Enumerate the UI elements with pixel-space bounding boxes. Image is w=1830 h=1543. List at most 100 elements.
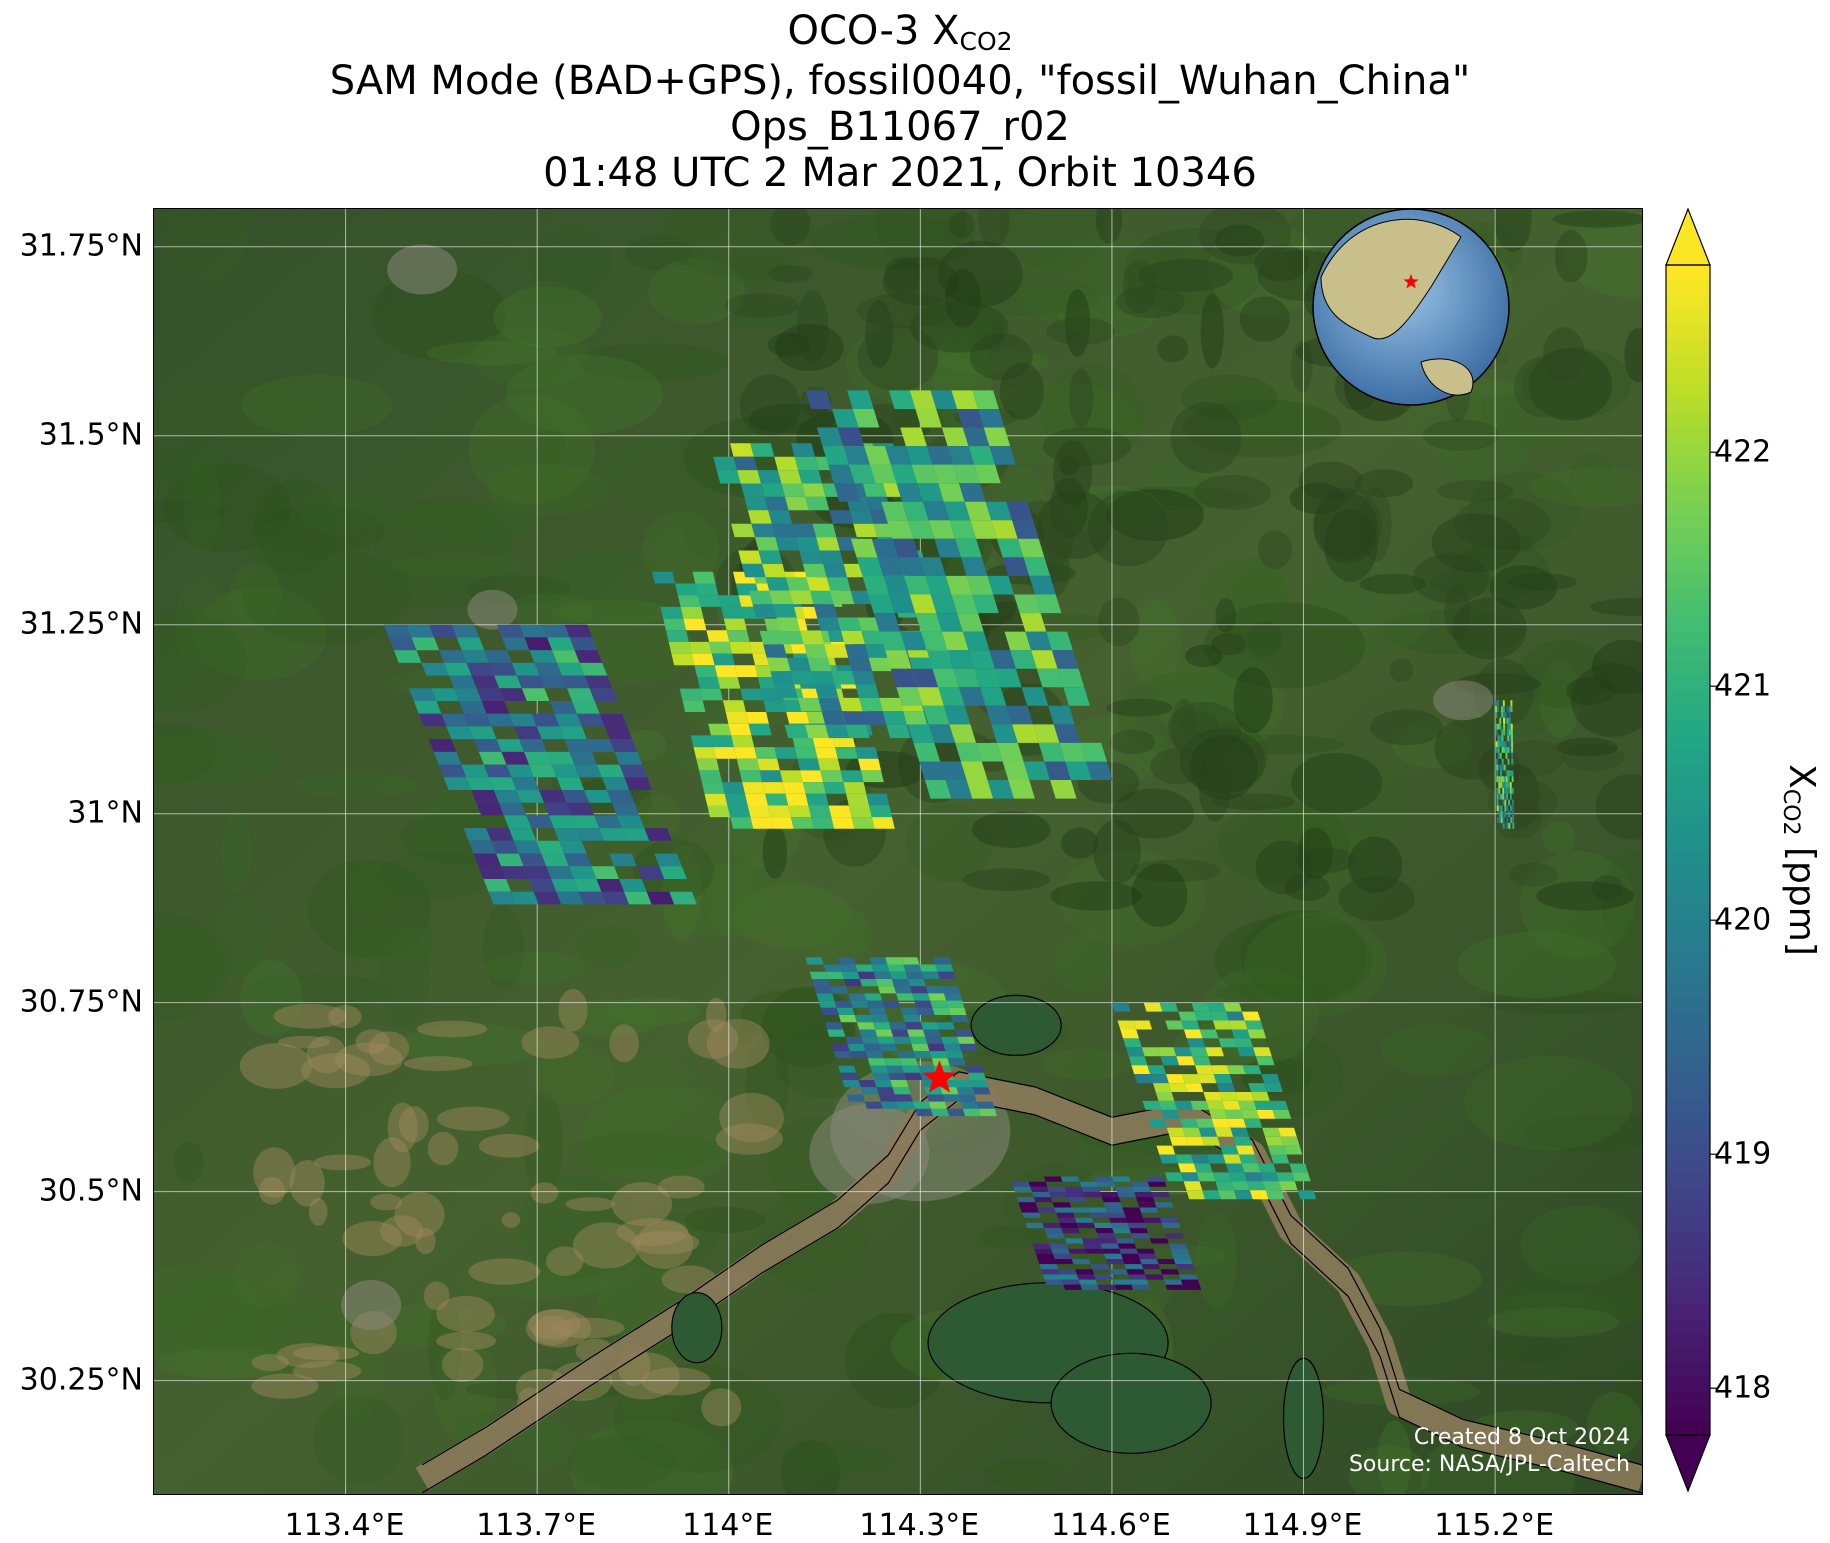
colorbar-segment (1666, 1084, 1710, 1100)
xco2-sounding (856, 557, 884, 576)
xco2-sounding (831, 1043, 850, 1052)
xco2-sounding (668, 641, 692, 654)
xco2-sounding (516, 790, 544, 803)
xco2-sounding (558, 840, 587, 854)
xco2-sounding (1496, 793, 1499, 800)
xco2-sounding (1136, 1248, 1156, 1254)
xco2-sounding (561, 790, 590, 803)
map-plot-area[interactable] (153, 208, 1643, 1495)
xco2-sounding (1501, 747, 1504, 753)
xco2-sounding (864, 446, 891, 465)
xco2-sounding (679, 688, 703, 701)
xco2-sounding (1510, 817, 1513, 823)
mountain-shade (767, 265, 813, 283)
xco2-sounding (493, 790, 522, 803)
xco2-sounding (1079, 1181, 1099, 1187)
xco2-sounding (974, 668, 1001, 688)
xco2-sounding (691, 653, 715, 666)
xco2-sounding (508, 828, 537, 841)
xco2-sounding (1151, 1192, 1170, 1198)
xco2-sounding (846, 793, 870, 806)
terrain-patch (1146, 451, 1220, 510)
terrain-patch (1157, 650, 1285, 754)
terrain-patch (532, 549, 678, 627)
xco2-soundings (383, 390, 1515, 1290)
xco2-sounding (946, 1108, 966, 1117)
xco2-sounding (536, 726, 565, 740)
terrain-patch (1255, 821, 1388, 927)
xco2-sounding (1225, 1163, 1245, 1173)
xco2-sounding (928, 724, 956, 743)
xco2-sounding (1212, 1172, 1232, 1182)
xco2-sounding (928, 993, 947, 1001)
xco2-sounding (869, 957, 888, 965)
xco2-sounding (483, 764, 512, 778)
xco2-sounding (461, 764, 489, 778)
xco2-sounding (1029, 575, 1056, 595)
xco2-sounding (461, 650, 490, 663)
colorbar-segment (1666, 1318, 1710, 1334)
xco2-sounding (1506, 706, 1509, 712)
terrain-patch (1430, 568, 1495, 596)
xco2-sounding (970, 1080, 989, 1088)
colorbar-segment (1666, 382, 1710, 398)
xco2-sounding (574, 650, 603, 663)
xco2-sounding (443, 777, 472, 790)
farmland-patch (306, 1035, 347, 1074)
xco2-sounding (891, 979, 910, 987)
mountain-shade (1507, 573, 1577, 591)
xco2-sounding (957, 613, 984, 632)
terrain-patch (1203, 602, 1366, 689)
xco2-sounding (985, 501, 1013, 521)
xco2-sounding (1044, 1279, 1064, 1285)
xco2-sounding (763, 700, 787, 712)
xco2-sounding (791, 735, 815, 748)
terrain-patch (1175, 244, 1213, 342)
xco2-sounding (1109, 1269, 1128, 1275)
xco2-sounding (388, 637, 417, 651)
xco2-sounding (1497, 741, 1500, 748)
xco2-sounding (1058, 1269, 1077, 1275)
xco2-sounding (1511, 758, 1514, 765)
xco2-sounding (926, 446, 954, 465)
xco2-sounding (862, 483, 887, 497)
colorbar-segment (1666, 601, 1710, 617)
xco2-sounding (790, 671, 815, 685)
farmland-patch (436, 1331, 497, 1351)
xco2-sounding (406, 624, 435, 638)
xco2-sounding (848, 657, 873, 672)
xco2-sounding (909, 390, 937, 409)
xco2-sounding (1505, 717, 1507, 724)
xco2-sounding (942, 1094, 961, 1102)
xco2-sounding (1131, 1065, 1151, 1075)
xco2-sounding (940, 761, 967, 780)
xco2-sounding (923, 1029, 942, 1037)
terrain-patch (249, 522, 284, 577)
xco2-sounding (551, 879, 579, 892)
xco2-sounding (955, 742, 982, 762)
xco2-sounding (1017, 538, 1045, 558)
terrain-patch (234, 1242, 299, 1309)
xco2-sounding (1196, 1172, 1216, 1182)
xco2-sounding (1253, 1100, 1273, 1110)
xco2-sounding (877, 1036, 896, 1044)
colorbar-segment (1666, 1142, 1710, 1159)
xco2-sounding (1165, 1284, 1185, 1290)
terrain-patch (1180, 710, 1219, 738)
xco2-sounding (770, 817, 794, 829)
xco2-sounding (466, 777, 494, 790)
xco2-sounding (879, 631, 906, 651)
xco2-sounding (549, 701, 577, 714)
xco2-sounding (801, 483, 826, 497)
xco2-sounding (930, 390, 958, 409)
xco2-sounding (711, 653, 735, 666)
colorbar-segment (1666, 981, 1710, 998)
xco2-sounding (1093, 1222, 1113, 1229)
xco2-sounding (786, 577, 810, 591)
xco2-sounding (744, 496, 769, 511)
xco2-sounding (1180, 1118, 1199, 1128)
xco2-sounding (1218, 1038, 1238, 1048)
mountain-shade (1064, 289, 1091, 358)
terrain-patch (240, 974, 392, 1010)
farmland-patch (239, 1043, 313, 1089)
